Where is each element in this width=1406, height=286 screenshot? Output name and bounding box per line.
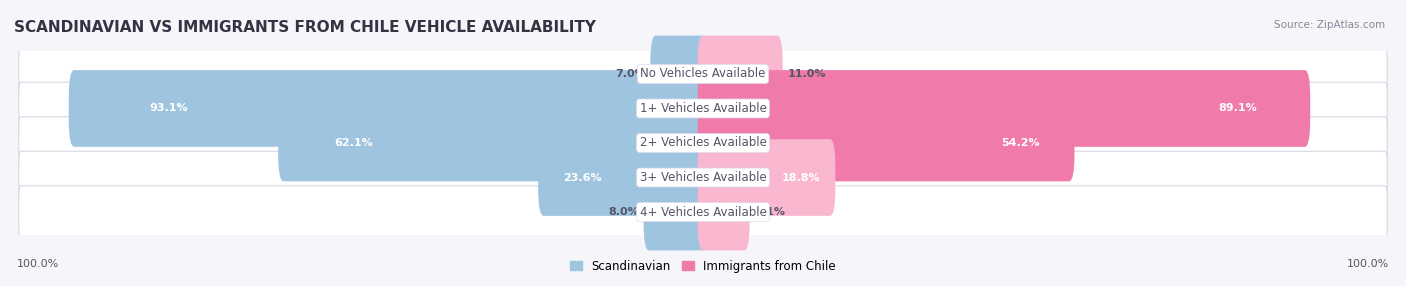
FancyBboxPatch shape (18, 48, 1388, 100)
FancyBboxPatch shape (278, 105, 709, 181)
Text: 6.1%: 6.1% (755, 207, 786, 217)
FancyBboxPatch shape (697, 70, 1310, 147)
FancyBboxPatch shape (18, 151, 1388, 204)
Text: SCANDINAVIAN VS IMMIGRANTS FROM CHILE VEHICLE AVAILABILITY: SCANDINAVIAN VS IMMIGRANTS FROM CHILE VE… (14, 20, 596, 35)
FancyBboxPatch shape (18, 117, 1388, 169)
Text: 8.0%: 8.0% (607, 207, 638, 217)
Text: 18.8%: 18.8% (782, 172, 820, 182)
FancyBboxPatch shape (644, 174, 709, 251)
FancyBboxPatch shape (69, 70, 709, 147)
Text: 54.2%: 54.2% (1001, 138, 1040, 148)
Text: 89.1%: 89.1% (1218, 104, 1257, 114)
Text: Source: ZipAtlas.com: Source: ZipAtlas.com (1274, 20, 1385, 30)
FancyBboxPatch shape (538, 139, 709, 216)
Text: 23.6%: 23.6% (562, 172, 602, 182)
Text: 1+ Vehicles Available: 1+ Vehicles Available (640, 102, 766, 115)
Text: 3+ Vehicles Available: 3+ Vehicles Available (640, 171, 766, 184)
Text: 93.1%: 93.1% (149, 104, 188, 114)
FancyBboxPatch shape (697, 139, 835, 216)
FancyBboxPatch shape (18, 186, 1388, 238)
FancyBboxPatch shape (651, 35, 709, 112)
Text: 2+ Vehicles Available: 2+ Vehicles Available (640, 136, 766, 150)
FancyBboxPatch shape (697, 174, 749, 251)
Text: 62.1%: 62.1% (333, 138, 373, 148)
Legend: Scandinavian, Immigrants from Chile: Scandinavian, Immigrants from Chile (565, 255, 841, 277)
FancyBboxPatch shape (697, 35, 783, 112)
Text: 4+ Vehicles Available: 4+ Vehicles Available (640, 206, 766, 219)
FancyBboxPatch shape (697, 105, 1074, 181)
Text: 100.0%: 100.0% (17, 259, 59, 269)
Text: 11.0%: 11.0% (787, 69, 825, 79)
Text: No Vehicles Available: No Vehicles Available (640, 67, 766, 80)
Text: 7.0%: 7.0% (614, 69, 645, 79)
FancyBboxPatch shape (18, 82, 1388, 135)
Text: 100.0%: 100.0% (1347, 259, 1389, 269)
